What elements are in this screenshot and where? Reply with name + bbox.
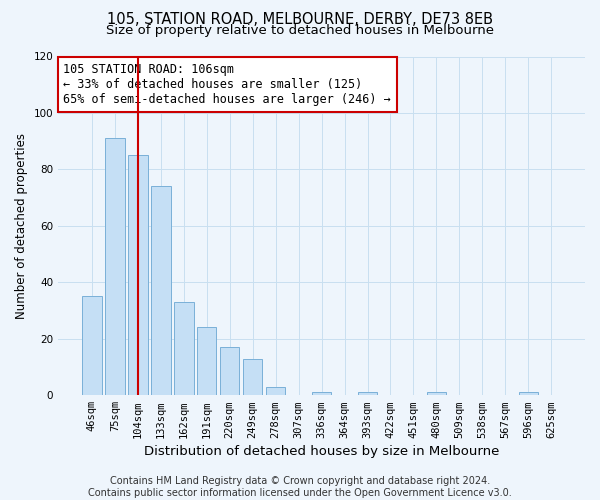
Y-axis label: Number of detached properties: Number of detached properties bbox=[15, 133, 28, 319]
Bar bbox=[518, 392, 538, 395]
Text: Contains HM Land Registry data © Crown copyright and database right 2024.
Contai: Contains HM Land Registry data © Crown c… bbox=[88, 476, 512, 498]
Bar bbox=[243, 358, 262, 395]
Bar bbox=[174, 302, 194, 395]
Text: 105, STATION ROAD, MELBOURNE, DERBY, DE73 8EB: 105, STATION ROAD, MELBOURNE, DERBY, DE7… bbox=[107, 12, 493, 28]
Bar bbox=[220, 347, 239, 395]
X-axis label: Distribution of detached houses by size in Melbourne: Distribution of detached houses by size … bbox=[144, 444, 499, 458]
Bar bbox=[128, 156, 148, 395]
Bar bbox=[312, 392, 331, 395]
Text: Size of property relative to detached houses in Melbourne: Size of property relative to detached ho… bbox=[106, 24, 494, 37]
Bar bbox=[82, 296, 101, 395]
Bar bbox=[151, 186, 170, 395]
Bar bbox=[266, 386, 286, 395]
Text: 105 STATION ROAD: 106sqm
← 33% of detached houses are smaller (125)
65% of semi-: 105 STATION ROAD: 106sqm ← 33% of detach… bbox=[64, 64, 391, 106]
Bar bbox=[197, 328, 217, 395]
Bar bbox=[358, 392, 377, 395]
Bar bbox=[427, 392, 446, 395]
Bar bbox=[105, 138, 125, 395]
